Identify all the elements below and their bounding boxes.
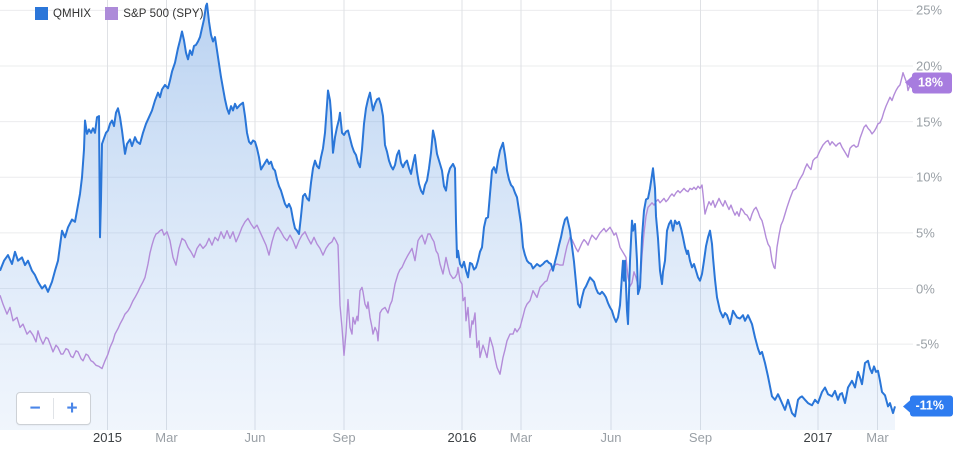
qmhix-end-value-badge: -11% — [909, 395, 953, 417]
x-axis-label: Mar — [866, 430, 889, 445]
spy-end-value-badge: 18% — [911, 72, 952, 94]
zoom-control: − + — [16, 392, 91, 425]
x-axis-label: 2017 — [803, 430, 833, 445]
y-axis-label: 0% — [916, 281, 935, 296]
zoom-control-divider — [53, 398, 54, 419]
spy-line — [0, 72, 913, 375]
legend-label-spy: S&P 500 (SPY) — [123, 7, 204, 20]
y-axis-label: 10% — [916, 169, 943, 185]
x-axis-label: 2016 — [447, 430, 477, 445]
x-axis-label: Sep — [332, 430, 356, 445]
badge-qmhix-text: -11% — [915, 398, 945, 413]
y-axis-label: 25% — [916, 2, 943, 18]
x-axis-label: Jun — [244, 430, 266, 445]
x-axis-label: 2015 — [93, 430, 122, 445]
chart-legend: QMHIX S&P 500 (SPY) — [35, 7, 204, 20]
x-axis-label: Sep — [688, 430, 713, 445]
zoom-out-button[interactable]: − — [17, 393, 53, 424]
qmhix-line — [0, 2, 896, 418]
legend-label-qmhix: QMHIX — [53, 7, 92, 20]
x-axis-label: Jun — [600, 430, 622, 445]
badge-spy-text: 18% — [917, 75, 943, 90]
qmhix-swatch-icon — [35, 7, 48, 20]
x-axis-label: Mar — [155, 430, 178, 445]
zoom-in-button[interactable]: + — [54, 393, 90, 424]
qmhix-area — [0, 3, 895, 430]
y-axis-label: 15% — [916, 114, 943, 130]
y-axis-label: -5% — [916, 336, 940, 352]
legend-item-qmhix[interactable]: QMHIX — [35, 7, 91, 20]
y-axis-label: 20% — [916, 58, 943, 74]
legend-item-spy[interactable]: S&P 500 (SPY) — [105, 7, 203, 20]
x-axis-label: Mar — [509, 430, 533, 445]
spy-swatch-icon — [105, 7, 119, 20]
y-axis-label: 5% — [916, 225, 935, 241]
